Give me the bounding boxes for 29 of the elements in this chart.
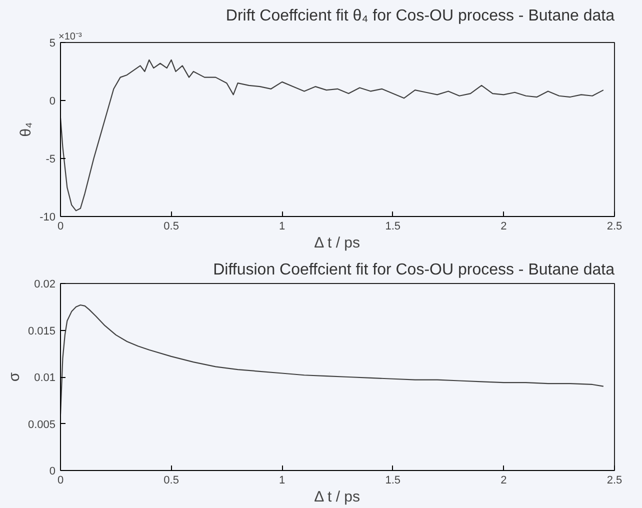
y-tick-label: 0 — [49, 96, 56, 108]
x-tick-label: 0 — [57, 220, 64, 232]
line-series — [60, 59, 604, 212]
x-tick-label: 1.5 — [385, 474, 401, 486]
annotation: ×10⁻³ — [58, 32, 82, 42]
x-tick-label: 2 — [500, 474, 507, 486]
chart-title: Drift Coeffcient fit θ₄ for Cos-OU process - Butane data — [226, 8, 615, 24]
x-axis-title: Δ t / ps — [314, 488, 360, 506]
y-tick-label: 0.02 — [34, 278, 56, 290]
x-tick-label: 0.5 — [164, 474, 179, 486]
x-tick-label: 2.5 — [606, 474, 622, 486]
y-tick-label: -5 — [46, 154, 56, 166]
x-axis-title: Δ t / ps — [314, 234, 360, 252]
y-tick-label: -10 — [40, 212, 56, 224]
x-tick-label: 2.5 — [606, 220, 622, 232]
x-tick-label: 0.5 — [164, 220, 179, 232]
y-axis-title: σ — [6, 372, 23, 382]
y-tick-label: 0 — [49, 466, 56, 478]
y-axis-title: θ₄ — [18, 122, 35, 137]
x-tick-label: 2 — [500, 220, 507, 232]
x-tick-label: 0 — [57, 474, 64, 486]
chart-title: Diffusion Coeffcient fit for Cos-OU process - Butane data — [213, 262, 615, 278]
x-tick-label: 1 — [279, 220, 286, 232]
x-tick-label: 1 — [279, 474, 286, 486]
y-tick-label: 0.005 — [28, 418, 56, 431]
y-tick-label: 0.015 — [28, 325, 56, 338]
y-tick-label: 0.01 — [34, 372, 56, 384]
y-tick-label: 5 — [49, 38, 56, 50]
x-tick-label: 1.5 — [385, 220, 401, 232]
